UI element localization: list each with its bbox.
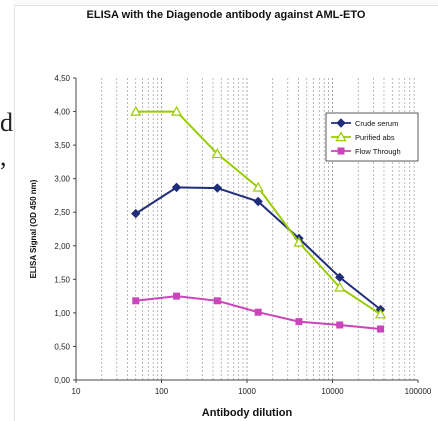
data-point-flow-through	[254, 308, 262, 316]
data-point-purified-abs	[334, 281, 346, 292]
x-tick-label: 100000	[405, 387, 432, 396]
x-tick-label: 1000	[238, 387, 256, 396]
data-point-crude-serum	[131, 208, 141, 219]
top-page-strip	[14, 0, 438, 6]
data-point-purified-abs	[130, 105, 142, 116]
y-tick-label: 4,50	[54, 74, 70, 83]
data-point-purified-abs	[293, 236, 305, 247]
page-fragment-text: ,	[0, 142, 7, 171]
legend-marker-flow-through	[337, 147, 345, 155]
y-tick-label: 2,50	[54, 208, 70, 217]
left-page-strip: d ,	[0, 0, 15, 421]
y-tick-label: 2,00	[54, 242, 70, 251]
y-axis-title: ELISA Signal (OD 450 nm)	[29, 179, 38, 278]
data-point-purified-abs	[252, 181, 264, 192]
x-tick-label: 10	[72, 387, 81, 396]
data-point-flow-through	[132, 297, 140, 305]
data-point-flow-through	[377, 325, 385, 333]
data-point-crude-serum	[212, 183, 223, 193]
legend-label-purified-abs: Purified abs	[355, 133, 395, 142]
data-point-crude-serum	[335, 272, 345, 283]
y-tick-label: 1,00	[54, 309, 70, 318]
y-tick-label: 0,00	[54, 376, 70, 385]
x-axis-title: Antibody dilution	[202, 407, 293, 419]
legend-label-crude-serum: Crude serum	[355, 119, 398, 128]
chart-title: ELISA with the Diagenode antibody agains…	[86, 9, 366, 21]
y-tick-label: 0,50	[54, 342, 70, 351]
data-point-crude-serum	[253, 196, 263, 207]
data-point-purified-abs	[375, 308, 387, 319]
x-tick-label: 10000	[321, 387, 344, 396]
data-point-purified-abs	[171, 105, 183, 116]
y-tick-label: 3,50	[54, 141, 70, 150]
legend-label-flow-through: Flow Through	[355, 147, 401, 156]
y-tick-label: 1,50	[54, 275, 70, 284]
data-point-flow-through	[213, 297, 221, 305]
data-point-purified-abs	[211, 148, 223, 159]
x-tick-label: 100	[155, 387, 169, 396]
data-point-flow-through	[295, 318, 303, 326]
page-fragment-text: d	[0, 108, 13, 137]
y-tick-label: 3,00	[54, 175, 70, 184]
y-tick-label: 4,00	[54, 108, 70, 117]
legend-marker-crude-serum	[336, 118, 346, 128]
data-point-flow-through	[173, 292, 181, 300]
legend-marker-purified-abs	[335, 131, 347, 142]
data-point-crude-serum	[171, 182, 182, 193]
data-point-flow-through	[336, 321, 344, 329]
